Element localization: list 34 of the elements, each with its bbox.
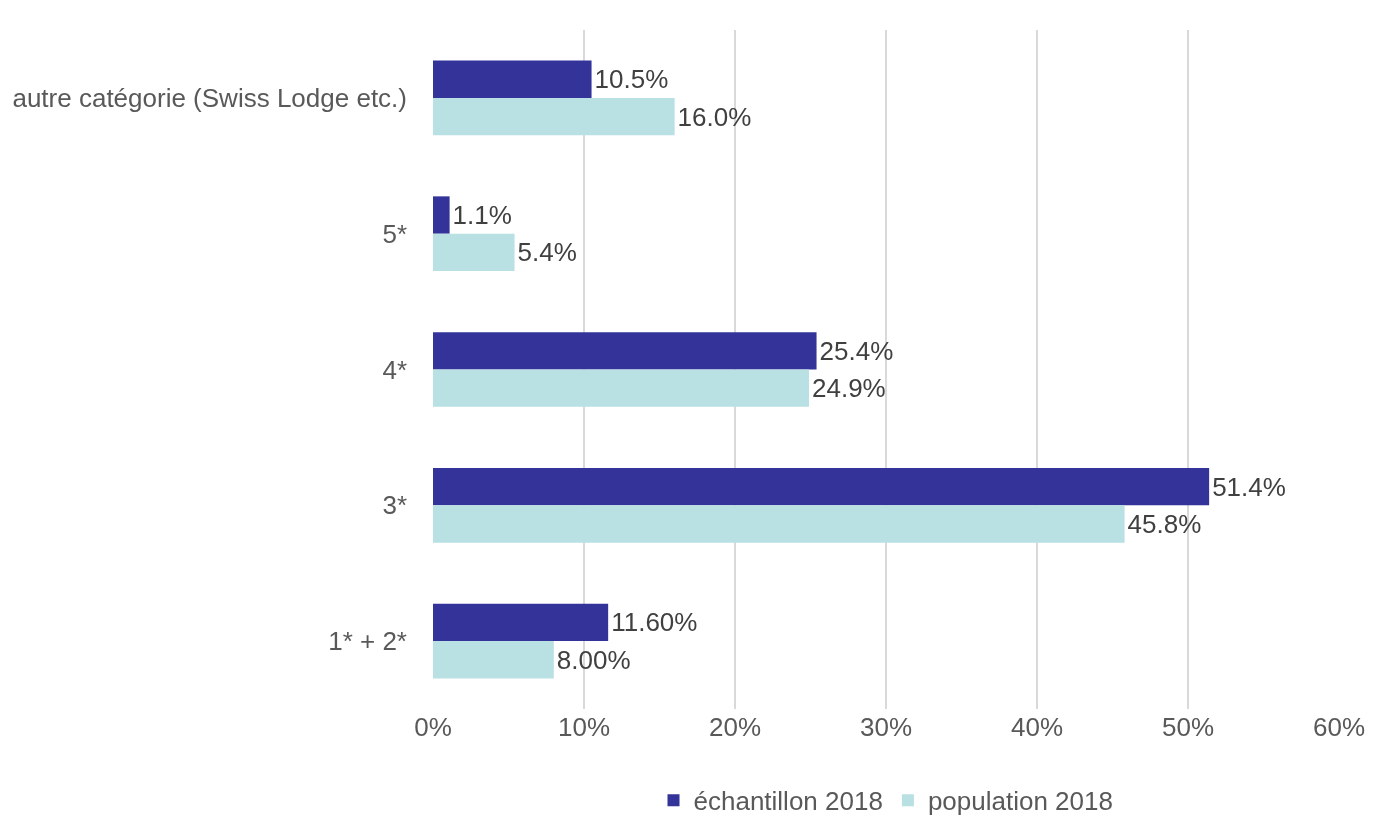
legend-label: échantillon 2018: [693, 786, 883, 817]
bar: [433, 603, 609, 642]
bar: [433, 196, 450, 234]
bar: [433, 60, 592, 98]
data-label: 5.4%: [517, 237, 577, 268]
x-tick-label: 20%: [708, 712, 762, 742]
x-tick-label: 60%: [1312, 712, 1366, 742]
y-tick-label: 5*: [382, 218, 407, 249]
x-tick-label: 10%: [557, 712, 611, 742]
x-tick-label: 40%: [1010, 712, 1064, 742]
bar: [433, 332, 817, 370]
bar: [433, 369, 809, 407]
bar: [433, 467, 1210, 506]
data-label: 51.4%: [1212, 471, 1286, 502]
bar: [433, 233, 515, 272]
data-label: 1.1%: [452, 200, 512, 231]
data-label: 16.0%: [677, 101, 752, 132]
y-tick-label: autre catégorie (Swiss Lodge etc.): [12, 83, 407, 113]
data-label: 25.4%: [819, 335, 894, 366]
x-tick-label: 50%: [1161, 712, 1215, 742]
data-label: 11.60%: [611, 607, 698, 638]
y-tick-label: 1* + 2*: [328, 626, 407, 657]
x-tick-label: 30%: [859, 712, 913, 742]
data-label: 45.8%: [1127, 508, 1202, 539]
data-label: 24.9%: [811, 373, 886, 404]
bar: [433, 641, 554, 679]
legend-label: population 2018: [927, 786, 1113, 817]
bar: [433, 505, 1125, 543]
y-tick-label: 3*: [382, 490, 407, 521]
bar: [433, 97, 675, 136]
data-label: 10.5%: [594, 64, 669, 95]
y-tick-label: 4*: [382, 354, 407, 385]
data-label: 8.00%: [556, 644, 631, 675]
x-tick-label: 0%: [414, 712, 452, 742]
